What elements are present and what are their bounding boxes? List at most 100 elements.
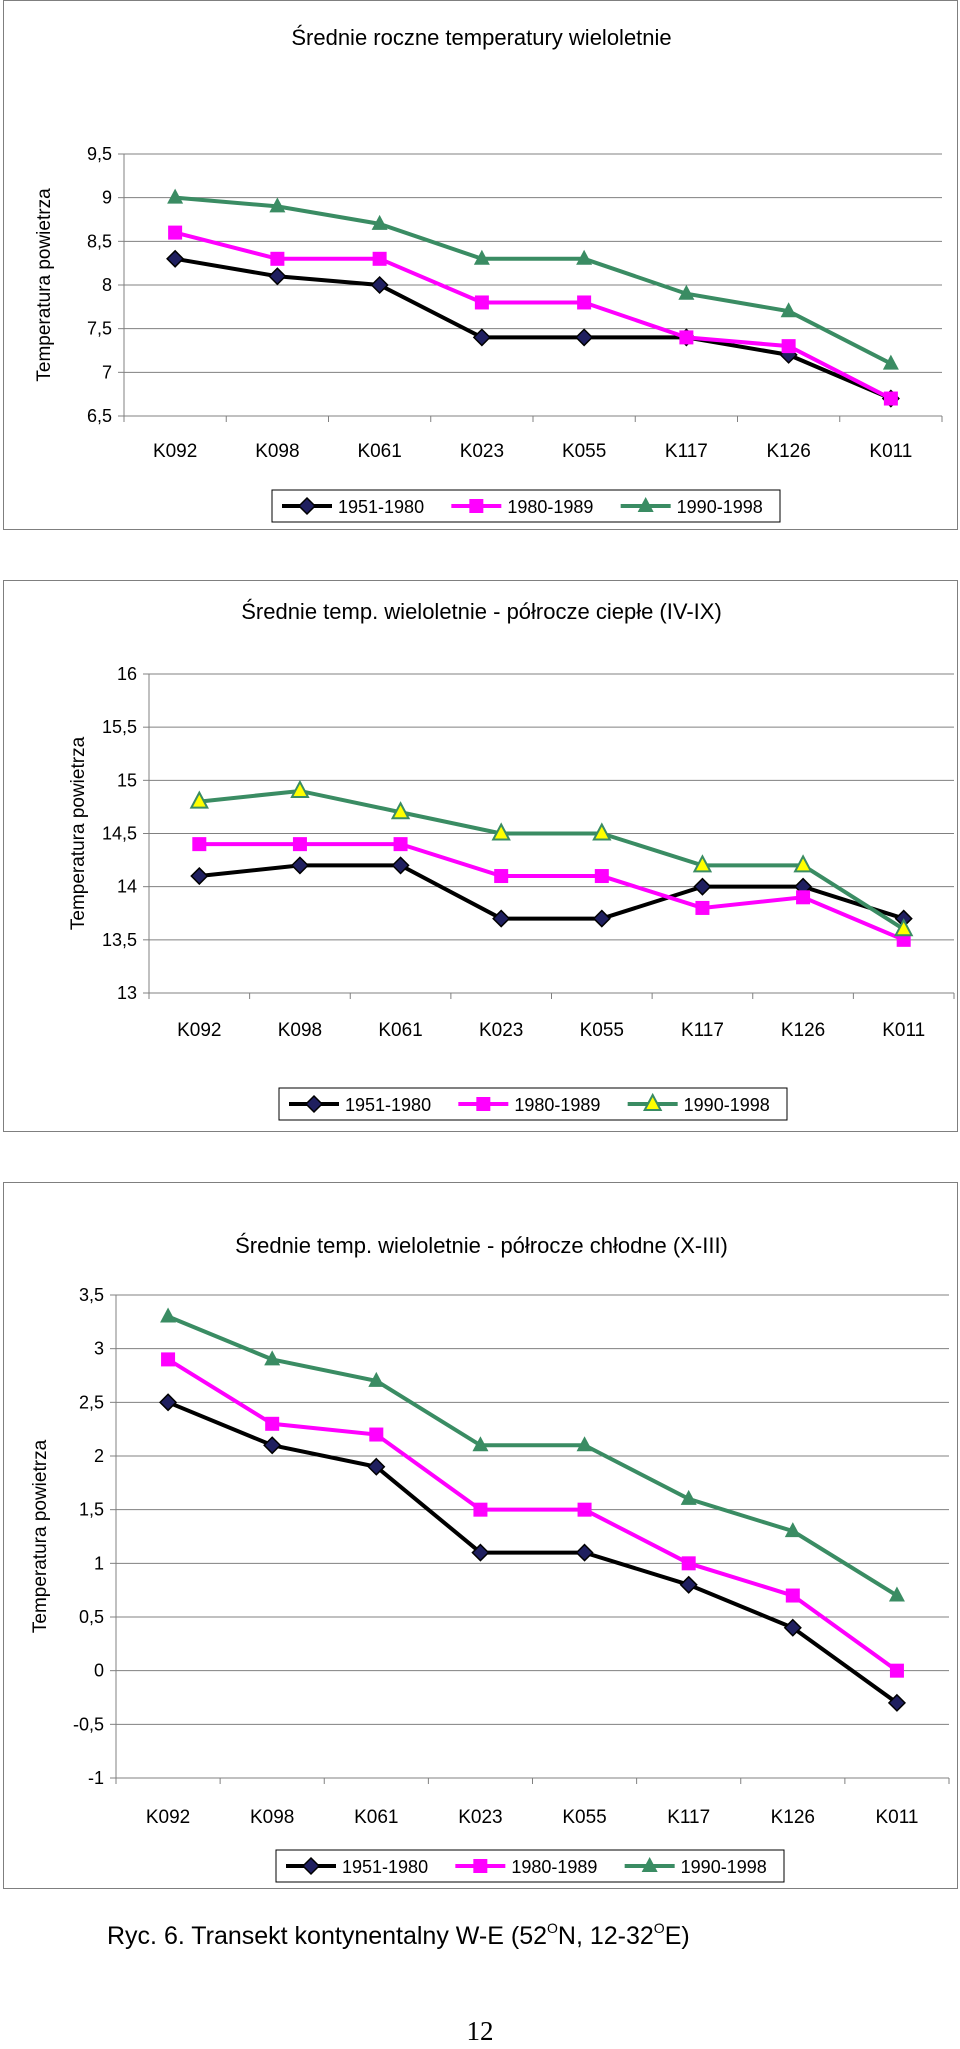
y-tick-label: 2 (94, 1446, 104, 1466)
legend-label: 1951-1980 (345, 1095, 431, 1115)
data-point (781, 339, 796, 354)
series-line (167, 1314, 898, 1598)
y-tick-label: 13,5 (102, 930, 137, 950)
y-tick-label: 7,5 (87, 319, 112, 339)
series-line (199, 788, 905, 931)
data-point (575, 328, 594, 347)
data-point (679, 330, 694, 345)
data-point (592, 909, 611, 928)
legend-label: 1990-1998 (677, 497, 763, 517)
data-point (472, 328, 491, 347)
series-1980-1989 (161, 1352, 904, 1678)
data-point (189, 790, 209, 809)
x-tick-label: K117 (665, 441, 708, 462)
data-point (785, 1588, 800, 1603)
y-tick-label: 13 (117, 983, 137, 1003)
data-point (576, 249, 593, 265)
data-point (693, 877, 712, 896)
data-point (887, 1693, 906, 1712)
x-tick-label: K055 (562, 1807, 606, 1828)
legend-label: 1980-1989 (511, 1857, 597, 1877)
y-tick-label: -0,5 (73, 1714, 104, 1734)
legend: 1951-1980 1980-1989 1990-1998 (271, 489, 781, 523)
data-point (882, 354, 899, 370)
legend-label: 1990-1998 (684, 1095, 770, 1115)
x-tick-label: K126 (771, 1807, 815, 1828)
x-tick-label: K023 (479, 1020, 523, 1041)
y-axis-label: Temperatura powietrza (68, 736, 89, 930)
series-line (199, 842, 905, 942)
y-axis-label: Temperatura powietrza (34, 188, 55, 382)
y-tick-label: 7 (102, 362, 112, 382)
y-tick-label: 3 (94, 1339, 104, 1359)
x-tick-label: K011 (869, 441, 912, 462)
x-tick-label: K092 (146, 1807, 190, 1828)
data-point (390, 801, 411, 820)
legend-marker (297, 496, 317, 516)
series-line (174, 230, 892, 401)
chart-title: Średnie temp. wieloletnie - półrocze chł… (235, 1233, 728, 1258)
data-point (190, 866, 209, 886)
legend-marker (643, 1092, 663, 1111)
legend-marker (469, 499, 484, 513)
data-point (265, 1416, 280, 1431)
legend-box (278, 1087, 788, 1121)
data-point (166, 249, 185, 268)
data-point (391, 856, 410, 875)
y-tick-label: 2,5 (79, 1392, 104, 1412)
x-tick-label: K126 (781, 1020, 825, 1041)
y-tick-label: -1 (88, 1768, 104, 1788)
chart-cold-half-svg: Średnie temp. wieloletnie - półrocze chł… (30, 1233, 950, 1883)
y-tick-label: 8,5 (87, 231, 112, 251)
y-tick-label: 14 (117, 877, 137, 897)
chart-title: Średnie temp. wieloletnie - półrocze cie… (241, 599, 722, 624)
legend: 1951-1980 1980-1989 1990-1998 (275, 1849, 785, 1883)
x-tick-label: K023 (460, 441, 504, 462)
data-point (370, 275, 389, 295)
x-tick-label: K098 (278, 1020, 322, 1041)
x-tick-label: K061 (378, 1020, 422, 1041)
data-point (594, 869, 609, 884)
data-point (264, 1350, 281, 1366)
caption-degree-sup-2: O (653, 1920, 665, 1936)
series-line (167, 1357, 899, 1673)
chart-warm-half-svg: Średnie temp. wieloletnie - półrocze cie… (68, 599, 955, 1121)
x-tick-label: K023 (458, 1807, 502, 1828)
y-tick-label: 15,5 (102, 717, 137, 737)
data-point (577, 295, 592, 310)
series-1951-1980 (159, 1393, 906, 1712)
y-axis-label: Temperatura powietrza (30, 1439, 51, 1633)
chart-annual-svg: Średnie roczne temperatury wieloletnie Te… (34, 25, 943, 523)
page-number: 12 (466, 2016, 494, 2046)
data-point (681, 1556, 696, 1571)
data-point (780, 302, 797, 318)
data-point (368, 1371, 385, 1387)
data-point (889, 1663, 904, 1678)
legend-label: 1980-1989 (514, 1095, 600, 1115)
data-point (896, 932, 911, 947)
data-point (167, 188, 184, 204)
x-tick-label: K092 (177, 1020, 221, 1041)
data-point (471, 1543, 490, 1562)
legend-box (275, 1849, 785, 1883)
x-tick-label: K117 (681, 1020, 724, 1041)
data-point (592, 822, 612, 841)
chart-annual: Średnie roczne temperatury wieloletnie Te… (3, 0, 958, 530)
data-point (290, 856, 309, 875)
data-point (494, 869, 509, 884)
data-point (491, 822, 511, 841)
series-1980-1989 (168, 225, 898, 406)
data-point (692, 854, 713, 873)
data-point (292, 837, 307, 852)
data-point (473, 1502, 488, 1517)
series-1980-1989 (192, 837, 911, 947)
legend-label: 1951-1980 (338, 497, 424, 517)
series-line (167, 1400, 899, 1705)
data-point (263, 1436, 282, 1455)
y-tick-label: 8 (102, 275, 112, 295)
legend: 1951-1980 1980-1989 1990-1998 (278, 1087, 788, 1121)
data-point (888, 1586, 905, 1602)
y-tick-label: 15 (117, 770, 137, 790)
data-point (796, 890, 811, 905)
data-point (793, 854, 813, 873)
